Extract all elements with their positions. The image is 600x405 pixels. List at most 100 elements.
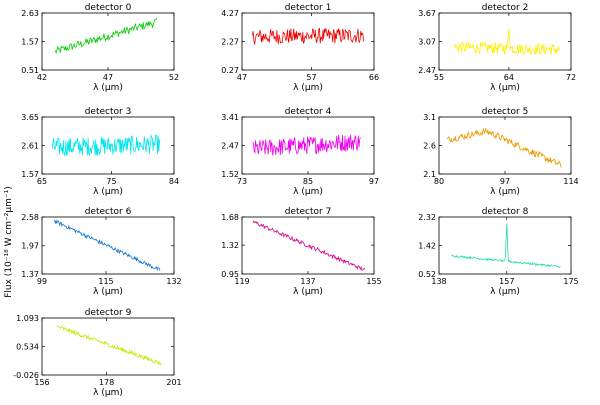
x-tick-label: 73 (237, 177, 247, 186)
panel-detector-1: detector 1 47 57 66 0.27 2.27 4.27 λ (μm) (221, 3, 379, 93)
spectrum-line (56, 324, 162, 366)
y-tick-label: 2.47 (221, 141, 239, 150)
y-tick-label: 1.32 (221, 241, 239, 250)
y-tick-label: 4.27 (221, 9, 239, 18)
x-axis-label: λ (μm) (93, 388, 123, 398)
x-tick-label: 42 (37, 73, 47, 82)
panel-detector-7: detector 7 119 137 155 0.95 1.32 1.68 λ (μm) (221, 207, 381, 297)
panel-title: detector 7 (285, 207, 332, 217)
y-tick-label: 3.67 (418, 9, 436, 18)
y-tick-label: 1.42 (418, 242, 436, 251)
y-tick-label: 0.534 (16, 342, 39, 351)
y-tick-label: 1.97 (21, 242, 39, 251)
x-tick-label: 47 (237, 73, 247, 82)
y-tick-label: 2.58 (21, 213, 39, 222)
spectrum-line (454, 28, 560, 56)
x-tick-label: 64 (504, 73, 514, 82)
x-axis-label: λ (μm) (490, 187, 520, 197)
x-tick-label: 138 (431, 277, 446, 286)
y-tick-label: 1.57 (21, 38, 39, 47)
x-axis-label: λ (μm) (293, 187, 323, 197)
x-tick-label: 84 (169, 177, 179, 186)
x-tick-label: 55 (434, 73, 444, 82)
panel-detector-0: detector 0 42 47 52 0.51 1.57 2.63 λ (μm) (21, 3, 179, 93)
x-tick-label: 66 (369, 73, 379, 82)
x-tick-label: 47 (103, 73, 113, 82)
x-tick-label: 114 (563, 177, 578, 186)
x-tick-label: 178 (99, 378, 114, 387)
y-tick-label: 3.65 (21, 113, 39, 122)
x-tick-label: 97 (500, 177, 510, 186)
y-tick-label: 2.63 (21, 9, 39, 18)
y-tick-label: 1.52 (221, 170, 239, 179)
x-axis-label: λ (μm) (490, 287, 520, 297)
plot-frame (438, 12, 572, 71)
spectrum-line (52, 134, 161, 157)
panel-title: detector 3 (85, 107, 132, 117)
plot-frame (438, 116, 572, 175)
panel-title: detector 5 (482, 107, 529, 117)
y-tick-label: 0.52 (418, 270, 436, 279)
y-tick-label: 2.61 (21, 142, 39, 151)
y-tick-label: 2.6 (423, 142, 436, 151)
y-tick-label: -0.026 (13, 371, 39, 380)
panel-detector-6: detector 6 99 115 132 1.37 1.97 2.58 λ (μm) (21, 207, 181, 297)
panel-title: detector 8 (482, 207, 529, 217)
panel-detector-3: detector 3 65 75 84 1.57 2.61 3.65 λ (μm) (21, 107, 179, 197)
spectrum-line (252, 134, 361, 156)
figure-y-axis-label: Flux (10⁻¹⁸ W cm⁻²μm⁻¹) (4, 186, 14, 298)
x-tick-label: 132 (166, 277, 181, 286)
y-tick-label: 1.68 (221, 213, 239, 222)
y-tick-label: 0.95 (221, 270, 239, 279)
panel-title: detector 2 (482, 3, 529, 13)
x-axis-label: λ (μm) (293, 83, 323, 93)
x-tick-label: 52 (169, 73, 179, 82)
panel-title: detector 4 (285, 107, 332, 117)
x-axis-label: λ (μm) (93, 187, 123, 197)
x-tick-label: 175 (563, 277, 578, 286)
panel-title: detector 1 (285, 3, 332, 13)
y-tick-label: 1.37 (21, 270, 39, 279)
x-tick-label: 57 (306, 73, 316, 82)
x-axis-label: λ (μm) (293, 287, 323, 297)
x-tick-label: 156 (34, 378, 49, 387)
x-tick-label: 115 (98, 277, 113, 286)
y-tick-label: 2.1 (423, 170, 436, 179)
x-tick-label: 75 (106, 177, 116, 186)
panel-title: detector 0 (85, 3, 132, 13)
panel-detector-4: detector 4 73 85 97 1.52 2.47 3.41 λ (μm) (221, 107, 379, 197)
spectrum-line (446, 127, 562, 168)
x-tick-label: 137 (300, 277, 315, 286)
y-tick-label: 0.51 (21, 66, 39, 75)
x-tick-label: 155 (366, 277, 381, 286)
spectrum-line (54, 17, 158, 55)
x-tick-label: 119 (234, 277, 249, 286)
y-tick-label: 3.1 (423, 113, 436, 122)
x-tick-label: 65 (37, 177, 47, 186)
y-tick-label: 1.093 (16, 314, 39, 323)
x-tick-label: 97 (369, 177, 379, 186)
x-tick-label: 80 (434, 177, 444, 186)
x-axis-label: λ (μm) (93, 287, 123, 297)
y-tick-label: 3.41 (221, 113, 239, 122)
spectrum-line (53, 219, 161, 272)
panel-detector-8: detector 8 138 157 175 0.52 1.42 2.32 λ (μm) (418, 207, 578, 297)
y-tick-label: 2.32 (418, 213, 436, 222)
y-tick-label: 3.07 (418, 38, 436, 47)
spectrum-line (451, 223, 561, 268)
y-tick-label: 0.27 (221, 66, 239, 75)
spectrum-line (252, 27, 364, 45)
x-tick-label: 157 (499, 277, 514, 286)
panel-title: detector 6 (85, 207, 132, 217)
x-tick-label: 201 (166, 378, 181, 387)
panel-title: detector 9 (85, 308, 132, 318)
y-tick-label: 2.47 (418, 66, 436, 75)
panel-detector-9: detector 9 156 178 201 -0.026 0.534 1.093 λ (μm… (13, 308, 181, 398)
x-axis-label: λ (μm) (490, 83, 520, 93)
x-tick-label: 72 (566, 73, 576, 82)
panel-detector-2: detector 2 55 64 72 2.47 3.07 3.67 λ (μm) (418, 3, 576, 93)
x-tick-label: 85 (303, 177, 313, 186)
x-tick-label: 99 (37, 277, 47, 286)
